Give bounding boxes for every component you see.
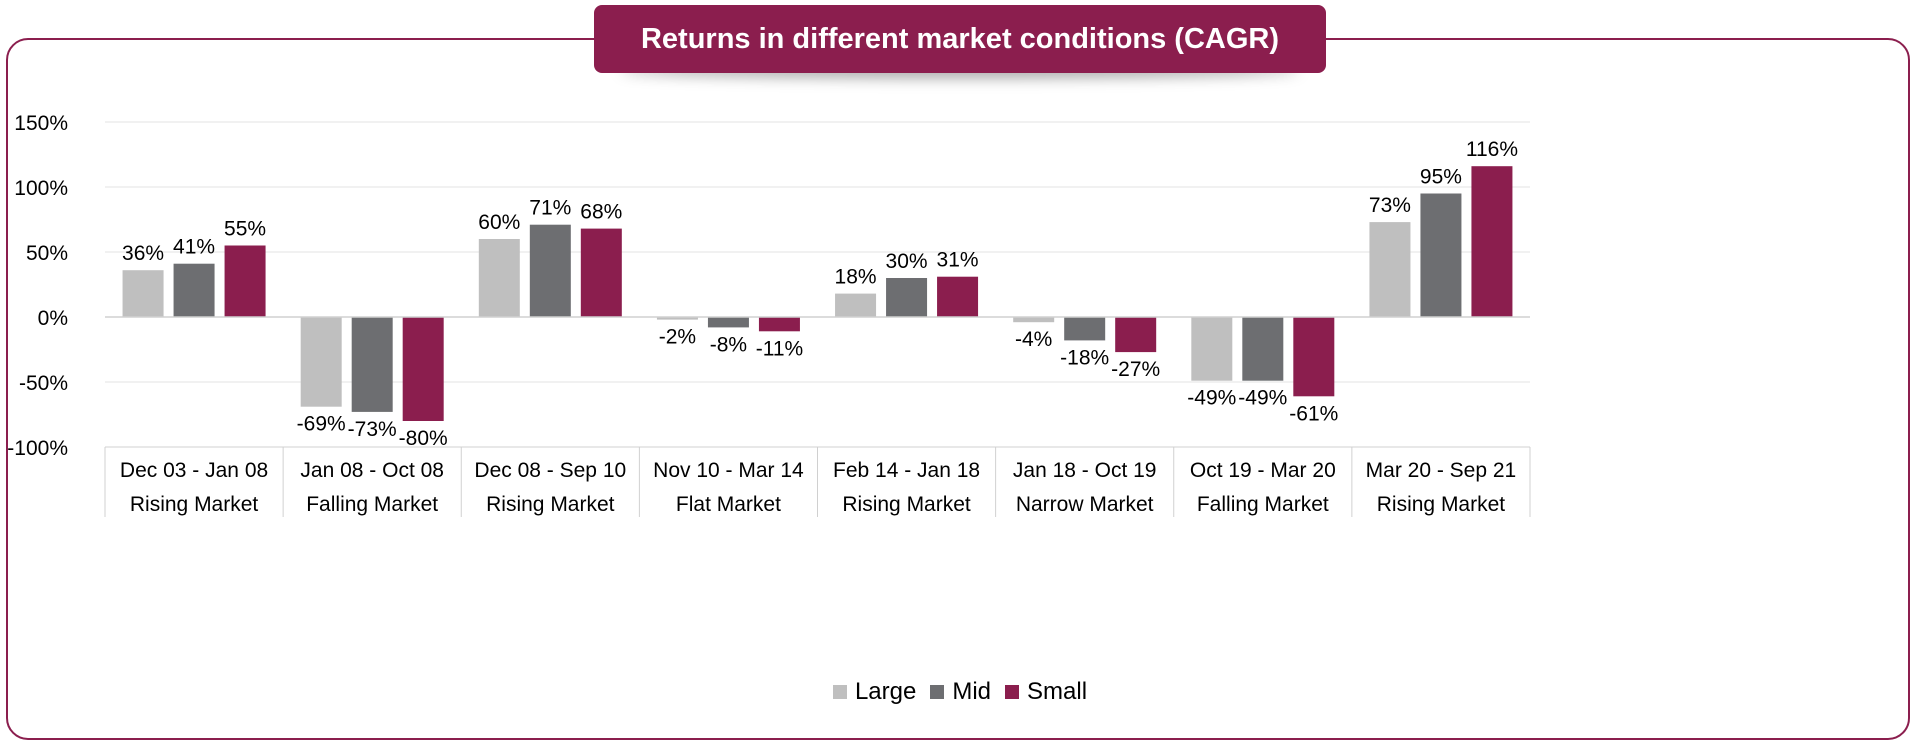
legend-label: Mid <box>952 678 992 705</box>
bar-mid <box>1242 317 1284 381</box>
bar-large <box>122 270 164 317</box>
legend-item-small: Small <box>1005 678 1087 706</box>
data-label: -61% <box>1289 402 1338 425</box>
category-period-label: Jan 08 - Oct 08 <box>300 459 444 482</box>
bar-large <box>656 317 698 320</box>
bar-large <box>1369 222 1411 317</box>
category-period-label: Dec 08 - Sep 10 <box>474 459 626 482</box>
category-period-label: Dec 03 - Jan 08 <box>120 459 268 482</box>
bar-large <box>835 293 877 317</box>
category-period-label: Mar 20 - Sep 21 <box>1366 459 1517 482</box>
category-condition-label: Rising Market <box>130 493 259 516</box>
data-label: -4% <box>1015 328 1052 351</box>
bar-mid <box>173 263 215 317</box>
bar-small <box>1293 317 1335 397</box>
category-condition-label: Flat Market <box>676 493 781 516</box>
chart-title: Returns in different market conditions (… <box>594 5 1326 73</box>
y-tick-label: -50% <box>19 372 68 395</box>
legend-item-large: Large <box>832 678 917 706</box>
data-label: 36% <box>122 242 164 265</box>
data-label: 116% <box>1466 138 1518 161</box>
bar-large <box>1191 317 1233 381</box>
category-period-label: Feb 14 - Jan 18 <box>833 459 980 482</box>
y-tick-label: 0% <box>38 307 68 330</box>
bar-small <box>1471 166 1513 317</box>
data-label: -11% <box>756 337 803 360</box>
category-period-label: Jan 18 - Oct 19 <box>1013 459 1157 482</box>
data-label: -49% <box>1187 387 1236 410</box>
bar-large <box>300 317 342 407</box>
legend-item-mid: Mid <box>930 678 991 706</box>
data-label: 18% <box>835 266 877 289</box>
legend-label: Small <box>1027 678 1088 705</box>
data-label: -2% <box>659 326 696 349</box>
bar-mid <box>1420 193 1462 317</box>
y-tick-label: 100% <box>14 177 68 200</box>
y-tick-label: 50% <box>26 242 68 265</box>
category-condition-label: Rising Market <box>842 493 971 516</box>
legend-swatch <box>832 685 847 699</box>
legend: Large Mid Small <box>0 678 1920 706</box>
data-label: -49% <box>1238 387 1287 410</box>
bar-small <box>1115 317 1157 353</box>
bar-large <box>1013 317 1055 323</box>
bar-mid <box>707 317 749 328</box>
bar-small <box>402 317 444 421</box>
legend-label: Large <box>854 678 917 705</box>
category-condition-label: Falling Market <box>1197 493 1329 516</box>
y-tick-label: 150% <box>14 112 68 135</box>
data-label: 68% <box>580 201 622 224</box>
category-condition-label: Falling Market <box>306 493 438 516</box>
bar-mid <box>886 278 928 317</box>
bar-small <box>580 228 622 317</box>
data-label: -73% <box>348 418 397 441</box>
bar-mid <box>351 317 393 412</box>
bar-large <box>478 239 520 317</box>
category-condition-label: Rising Market <box>486 493 615 516</box>
data-label: 95% <box>1420 166 1462 189</box>
data-label: -27% <box>1111 358 1160 381</box>
category-period-label: Nov 10 - Mar 14 <box>653 459 804 482</box>
data-label: 30% <box>886 250 928 273</box>
legend-swatch <box>1005 685 1020 699</box>
data-label: -69% <box>297 413 346 436</box>
data-label: -80% <box>399 427 448 450</box>
data-label: 73% <box>1369 194 1411 217</box>
bar-mid <box>1064 317 1106 341</box>
data-label: 55% <box>224 218 266 241</box>
legend-swatch <box>930 685 945 699</box>
data-label: 41% <box>173 236 215 259</box>
bar-small <box>758 317 800 332</box>
data-label: -18% <box>1060 346 1109 369</box>
data-label: 60% <box>478 211 520 234</box>
category-condition-label: Rising Market <box>1377 493 1506 516</box>
category-period-label: Oct 19 - Mar 20 <box>1190 459 1336 482</box>
bar-small <box>224 245 266 317</box>
data-label: -8% <box>710 333 747 356</box>
data-label: 31% <box>937 249 979 272</box>
category-condition-label: Narrow Market <box>1016 493 1154 516</box>
bar-mid <box>529 224 571 317</box>
data-label: 71% <box>529 197 571 220</box>
bar-small <box>937 276 979 317</box>
y-tick-label: -100% <box>7 437 68 460</box>
